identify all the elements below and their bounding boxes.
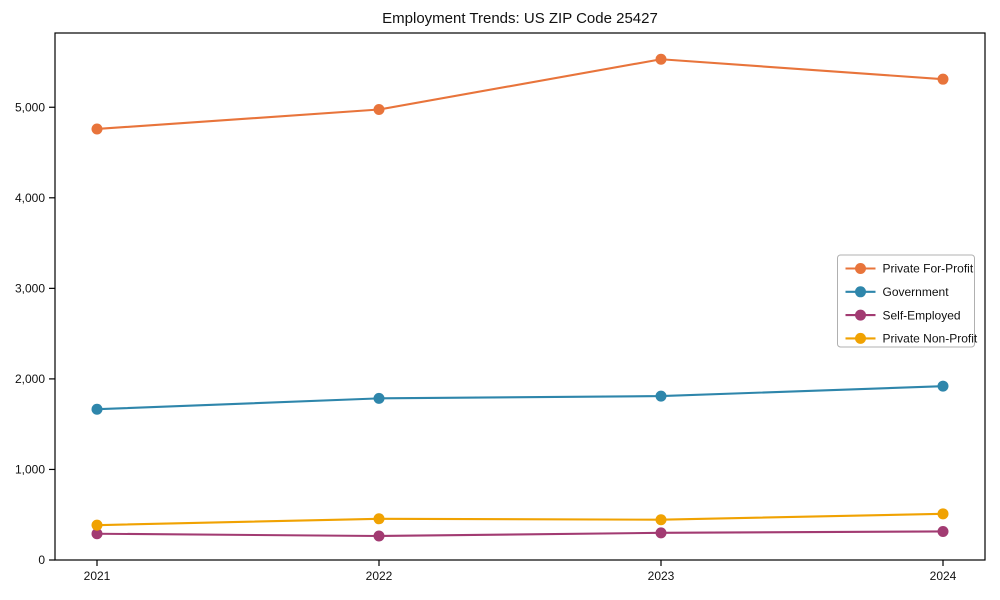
data-point-government-2024 [937, 380, 949, 392]
series-line-private-for-profit [96, 58, 944, 131]
legend-label: Government [883, 285, 950, 299]
series-line-self-employed [96, 530, 944, 538]
data-point-government-2022 [373, 392, 385, 404]
data-point-government-2021 [91, 403, 103, 415]
x-tick-label: 2022 [366, 569, 393, 583]
data-point-self-employed-2024 [937, 525, 949, 537]
plot-border [54, 32, 986, 561]
data-point-private-non-profit-2023 [655, 514, 667, 526]
chart-legend: Private For-Profit Government Self-Employe… [837, 254, 978, 348]
legend-label: Private For-Profit [883, 262, 974, 276]
plot-area: 0 1,000 2,000 3,000 4,000 5,000 2021 2022 2023 20… [15, 32, 986, 583]
data-point-private-for-profit-2022 [373, 104, 385, 116]
y-tick-label: 0 [38, 553, 45, 567]
data-point-self-employed-2021 [91, 528, 103, 540]
y-tick-label: 2,000 [15, 372, 45, 386]
legend-item-private-non-profit: Private Non-Profit [845, 332, 978, 346]
x-tick-label: 2021 [84, 569, 111, 583]
data-point-private-non-profit-2021 [91, 519, 103, 531]
y-tick-label: 1,000 [15, 462, 45, 476]
y-tick-label: 4,000 [15, 191, 45, 205]
chart-title: Employment Trends: US ZIP Code 25427 [382, 10, 658, 27]
x-tick-label: 2023 [648, 569, 675, 583]
data-point-private-non-profit-2024 [937, 508, 949, 520]
series-line-government [96, 385, 944, 411]
data-point-self-employed-2022 [373, 530, 385, 542]
data-point-self-employed-2023 [655, 527, 667, 539]
legend-marker-icon [855, 263, 866, 274]
legend-marker-icon [855, 309, 866, 321]
legend-label: Self-Employed [883, 308, 961, 322]
legend-item-self-employed: Self-Employed [845, 308, 961, 322]
legend-frame [837, 254, 975, 348]
data-point-private-for-profit-2021 [91, 123, 103, 135]
series-line-private-non-profit [96, 512, 944, 527]
data-point-private-for-profit-2024 [937, 73, 949, 85]
y-tick-label: 5,000 [15, 100, 45, 114]
data-point-private-non-profit-2022 [373, 513, 385, 525]
legend-item-private-for-profit: Private For-Profit [845, 262, 974, 276]
legend-marker-icon [855, 286, 866, 298]
x-tick-label: 2024 [930, 569, 957, 583]
y-tick-label: 3,000 [15, 281, 45, 295]
data-point-government-2023 [655, 390, 667, 402]
data-point-private-for-profit-2023 [655, 53, 667, 65]
legend-item-government: Government [845, 285, 950, 299]
legend-marker-icon [855, 332, 866, 344]
legend-label: Private Non-Profit [883, 332, 978, 346]
